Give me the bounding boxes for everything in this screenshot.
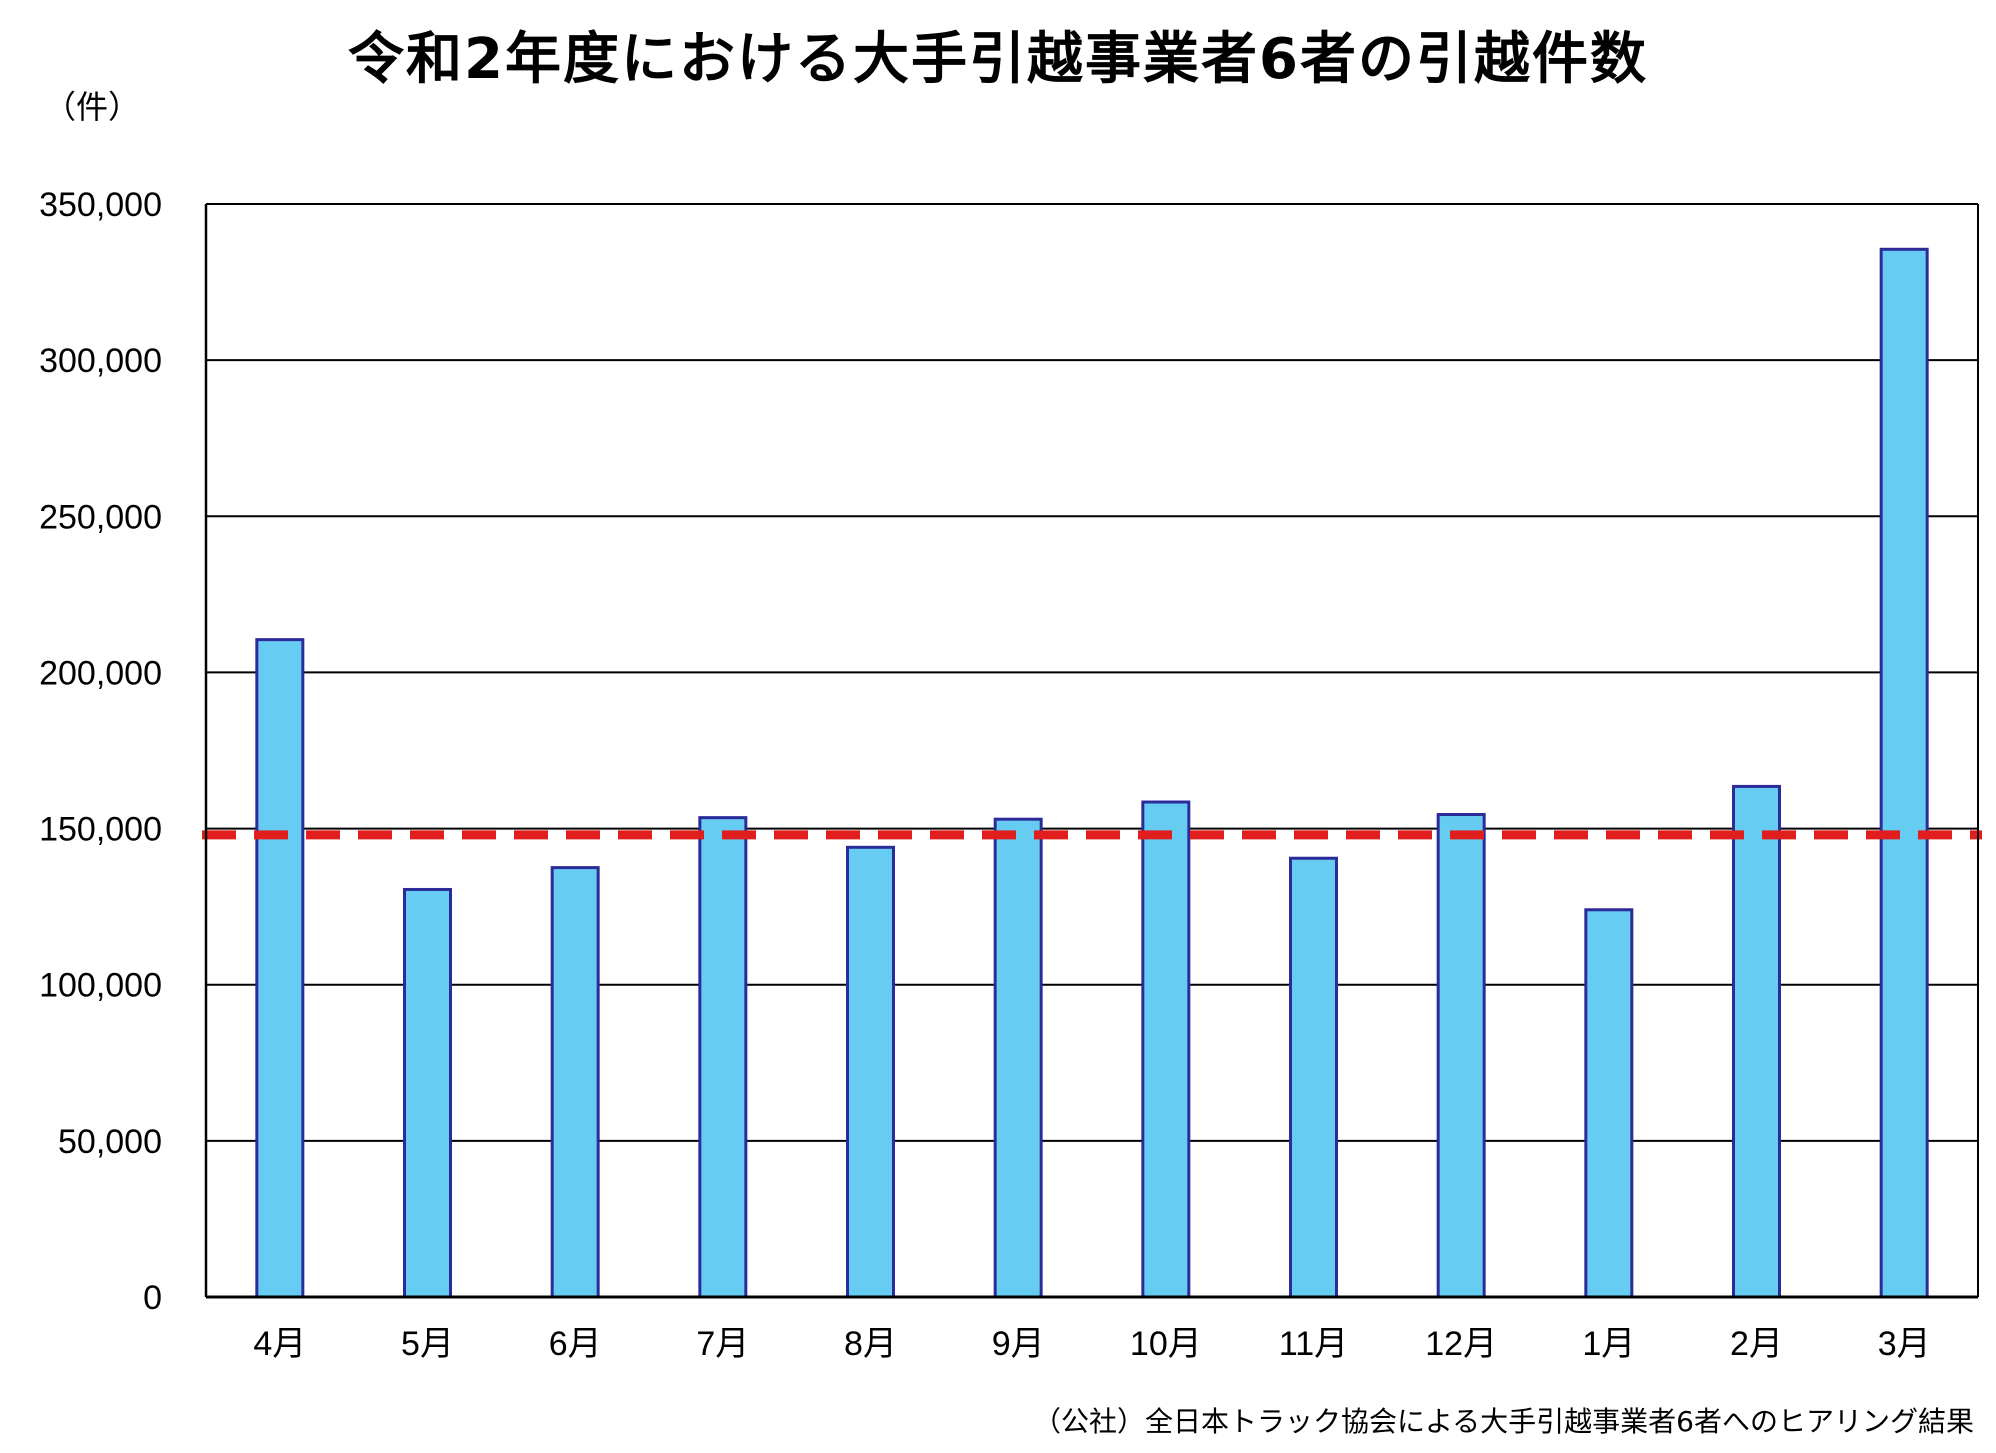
x-tick-label: 5月	[401, 1325, 454, 1363]
y-unit-label: （件）	[44, 88, 141, 126]
x-tick-label: 4月	[253, 1325, 306, 1363]
source-note: （公社）全日本トラック協会による大手引越事業者6者へのヒアリング結果	[1033, 1405, 1974, 1438]
bar-8月	[846, 845, 895, 1299]
bar-1月	[1584, 908, 1634, 1299]
y-tick-label: 50,000	[58, 1123, 162, 1161]
x-tick-label: 2月	[1730, 1325, 1783, 1363]
bar-5月	[403, 887, 452, 1299]
bar-11月	[1289, 856, 1338, 1299]
chart-title: 令和2年度における大手引越事業者6者の引越件数	[348, 27, 1648, 92]
y-tick-label: 250,000	[39, 498, 162, 536]
bar-2月	[1732, 784, 1781, 1299]
x-tick-label: 1月	[1582, 1325, 1635, 1363]
bar-6月	[550, 866, 600, 1299]
x-tick-label: 10月	[1130, 1325, 1202, 1363]
bar-4月	[255, 638, 305, 1299]
bar-3月	[1879, 247, 1929, 1299]
bar-12月	[1436, 813, 1486, 1299]
x-tick-label: 8月	[844, 1325, 897, 1363]
x-tick-label: 11月	[1279, 1325, 1348, 1363]
bar-9月	[993, 817, 1043, 1299]
x-tick-label: 3月	[1878, 1325, 1931, 1363]
axes	[204, 203, 1979, 1299]
x-tick-label: 6月	[549, 1325, 602, 1363]
x-tick-label: 12月	[1425, 1325, 1497, 1363]
y-tick-label: 350,000	[39, 186, 162, 224]
x-tick-label: 7月	[696, 1325, 749, 1363]
bar-10月	[1141, 800, 1191, 1299]
y-tick-label: 300,000	[39, 342, 162, 380]
y-tick-label: 100,000	[39, 967, 162, 1005]
bar-7月	[698, 816, 748, 1299]
tick-labels: 0 50,000 100,000 150,000 200,000 250,000 300,0…	[39, 186, 1931, 1363]
y-tick-label: 200,000	[39, 654, 162, 692]
bars	[255, 247, 1929, 1299]
y-tick-label: 0	[143, 1279, 162, 1317]
x-tick-label: 9月	[992, 1325, 1045, 1363]
y-tick-label: 150,000	[39, 811, 162, 849]
gridlines	[206, 203, 1978, 1142]
